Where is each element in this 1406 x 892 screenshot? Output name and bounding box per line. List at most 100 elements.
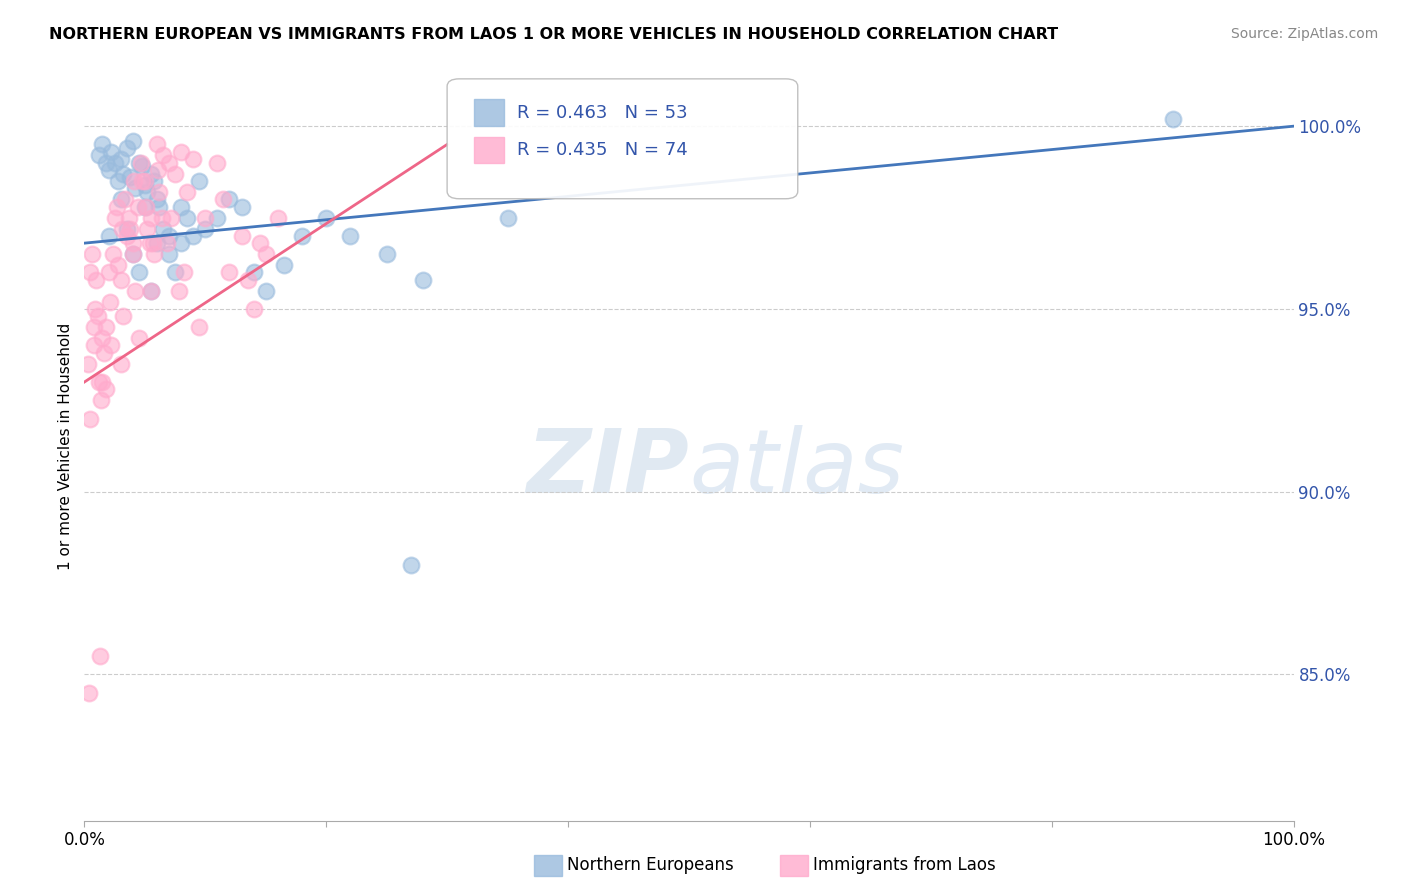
Point [77,357,100,371]
Point [236,273,259,287]
Point [129,155,152,169]
Point [97,163,120,178]
Text: R = 0.463   N = 53: R = 0.463 N = 53 [517,103,688,121]
Point [167,284,190,298]
Point [218,265,240,279]
Point [249,236,271,251]
Point [273,258,295,272]
Point [97,228,120,243]
Point [188,174,211,188]
Point [139,284,162,298]
Point [105,200,128,214]
Point [231,228,253,243]
Point [170,145,193,159]
Point [188,320,211,334]
Point [136,185,159,199]
Point [212,192,235,206]
Point [91,137,114,152]
Point [77,686,100,700]
Point [107,258,129,272]
Point [170,200,193,214]
Point [122,174,145,188]
Point [134,174,156,188]
Point [127,200,149,214]
Point [412,273,434,287]
Point [165,167,187,181]
Point [131,160,153,174]
Point [87,375,110,389]
Point [1161,112,1184,126]
Point [91,375,114,389]
Point [104,155,127,169]
Text: Northern Europeans: Northern Europeans [567,856,734,874]
Bar [474,136,503,163]
Point [120,170,142,185]
Point [157,247,180,261]
Point [231,200,253,214]
Text: R = 0.435   N = 74: R = 0.435 N = 74 [517,141,688,159]
Point [135,200,157,214]
Point [115,228,138,243]
Point [165,265,187,279]
Point [86,273,108,287]
Bar [474,99,503,126]
Point [143,247,166,261]
Point [146,192,169,206]
Point [110,273,132,287]
Point [148,185,170,199]
Point [83,320,105,334]
Point [98,294,121,309]
Point [496,211,519,225]
Point [114,192,136,206]
Point [97,265,120,279]
Point [160,211,183,225]
Point [139,284,162,298]
Point [207,155,229,169]
Point [90,393,112,408]
Point [242,265,264,279]
Point [218,192,240,206]
Point [112,167,135,181]
Point [86,310,108,324]
Text: NORTHERN EUROPEAN VS IMMIGRANTS FROM LAOS 1 OR MORE VEHICLES IN HOUSEHOLD CORREL: NORTHERN EUROPEAN VS IMMIGRANTS FROM LAO… [49,27,1059,42]
Point [104,211,127,225]
Point [94,155,117,169]
Point [112,310,135,324]
Point [128,265,150,279]
Point [139,211,162,225]
Point [100,338,122,352]
Point [128,331,150,345]
Point [124,181,146,195]
Point [107,174,129,188]
Point [315,211,337,225]
Point [173,265,195,279]
Text: Source: ZipAtlas.com: Source: ZipAtlas.com [1230,27,1378,41]
Point [124,284,146,298]
Point [176,185,198,199]
Point [152,221,174,235]
Point [143,174,166,188]
Point [157,228,180,243]
Point [103,247,125,261]
Point [121,247,143,261]
Point [207,211,229,225]
Point [136,221,159,235]
Point [111,221,134,235]
Text: Immigrants from Laos: Immigrants from Laos [813,856,995,874]
Point [128,155,150,169]
Y-axis label: 1 or more Vehicles in Household: 1 or more Vehicles in Household [58,322,73,570]
Point [79,411,101,425]
Point [121,134,143,148]
Point [339,228,361,243]
Point [121,236,143,251]
Point [254,284,277,298]
Point [121,247,143,261]
Point [94,320,117,334]
Text: atlas: atlas [689,425,904,511]
Point [80,247,103,261]
Point [146,236,169,251]
Point [181,228,204,243]
Point [194,221,217,235]
Point [267,211,290,225]
Point [139,167,162,181]
